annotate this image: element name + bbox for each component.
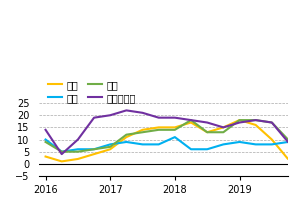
Legend: 近畿, 四国, 中国, 九州・沖縄: 近畿, 四国, 中国, 九州・沖縄: [44, 76, 139, 107]
